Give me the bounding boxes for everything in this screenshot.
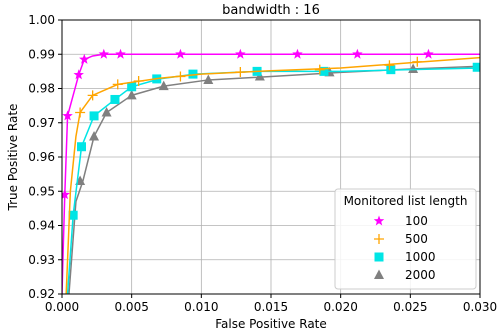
legend-item-100: 100 <box>373 214 428 228</box>
series-point-100 <box>115 48 126 59</box>
legend-label-2000: 2000 <box>405 268 436 282</box>
y-tick-label: 0.94 <box>28 219 55 233</box>
x-tick-label: 0.020 <box>323 300 357 314</box>
series-line-100 <box>62 53 480 294</box>
y-tick-label: 0.97 <box>28 116 55 130</box>
series-500 <box>65 56 480 294</box>
legend-marker-2000 <box>374 269 384 279</box>
series-point-1000 <box>127 82 137 92</box>
legend-marker-1000 <box>374 252 384 262</box>
legend-label-100: 100 <box>405 214 428 228</box>
series-point-500 <box>384 60 395 71</box>
ticks: 0.000 0.005 0.010 0.015 0.020 0.025 0.030 0.92 0… <box>28 13 497 314</box>
series-point-1000 <box>89 111 99 121</box>
series-point-100 <box>73 69 84 80</box>
series-point-100 <box>352 48 363 59</box>
series-point-1000 <box>77 142 87 152</box>
series-point-100 <box>235 48 246 59</box>
legend-item-2000: 2000 <box>374 268 436 282</box>
y-tick-label: 0.96 <box>28 150 55 164</box>
series-point-2000 <box>408 63 419 73</box>
series-point-500 <box>235 67 246 78</box>
series-point-500 <box>75 107 86 118</box>
series-point-100 <box>175 48 186 59</box>
y-tick-label: 0.99 <box>28 47 55 61</box>
y-axis-label: True Positive Rate <box>6 104 20 212</box>
x-tick-label: 0.025 <box>393 300 427 314</box>
legend-item-500: 500 <box>374 232 428 246</box>
legend-title: Monitored list length <box>344 194 468 208</box>
y-tick-label: 0.95 <box>28 184 55 198</box>
chart-title: bandwidth : 16 <box>222 3 320 18</box>
legend-marker-500 <box>374 234 384 244</box>
series-point-2000 <box>203 74 214 84</box>
series-point-2000 <box>158 80 169 91</box>
series-point-500 <box>87 90 98 101</box>
series-point-100 <box>98 48 110 59</box>
series-point-2000 <box>101 106 112 117</box>
x-tick-label: 0.015 <box>254 300 288 314</box>
series-point-100 <box>79 53 90 64</box>
series-point-1000 <box>472 62 480 72</box>
series-point-500 <box>175 71 186 82</box>
y-tick-label: 0.92 <box>28 287 55 301</box>
series-point-500 <box>412 56 423 67</box>
series-point-100 <box>423 48 434 59</box>
series-line-1000 <box>66 67 480 294</box>
x-tick-label: 0.005 <box>114 300 148 314</box>
series-point-2000 <box>126 89 137 100</box>
series-point-2000 <box>89 130 100 141</box>
y-tick-label: 1.00 <box>28 13 55 27</box>
series-point-100 <box>292 48 303 59</box>
grid <box>61 19 481 295</box>
x-axis-label: False Positive Rate <box>215 317 327 331</box>
legend-marker-100 <box>373 215 385 226</box>
legend-box <box>334 188 477 290</box>
legend-label-500: 500 <box>405 232 428 246</box>
series-point-1000 <box>68 210 78 220</box>
y-tick-label: 0.98 <box>28 82 55 96</box>
x-tick-label: 0.030 <box>463 300 497 314</box>
legend-label-1000: 1000 <box>405 250 436 264</box>
series-point-500 <box>112 79 123 90</box>
series-layer <box>62 48 480 294</box>
series-point-1000 <box>319 66 329 76</box>
series-100 <box>62 48 480 294</box>
legend-item-1000: 1000 <box>374 250 436 264</box>
series-point-100 <box>62 110 73 121</box>
x-tick-label: 0.000 <box>45 300 79 314</box>
x-tick-label: 0.010 <box>184 300 218 314</box>
series-point-1000 <box>188 69 198 79</box>
y-tick-label: 0.93 <box>28 253 55 267</box>
legend: Monitored list length 100 500 1000 2000 <box>334 188 477 290</box>
series-point-500 <box>133 75 144 86</box>
series-point-1000 <box>110 94 120 104</box>
series-point-1000 <box>386 65 396 75</box>
series-point-100 <box>62 189 71 200</box>
series-point-500 <box>314 64 325 75</box>
legend-items: 100 500 1000 2000 <box>373 214 436 282</box>
